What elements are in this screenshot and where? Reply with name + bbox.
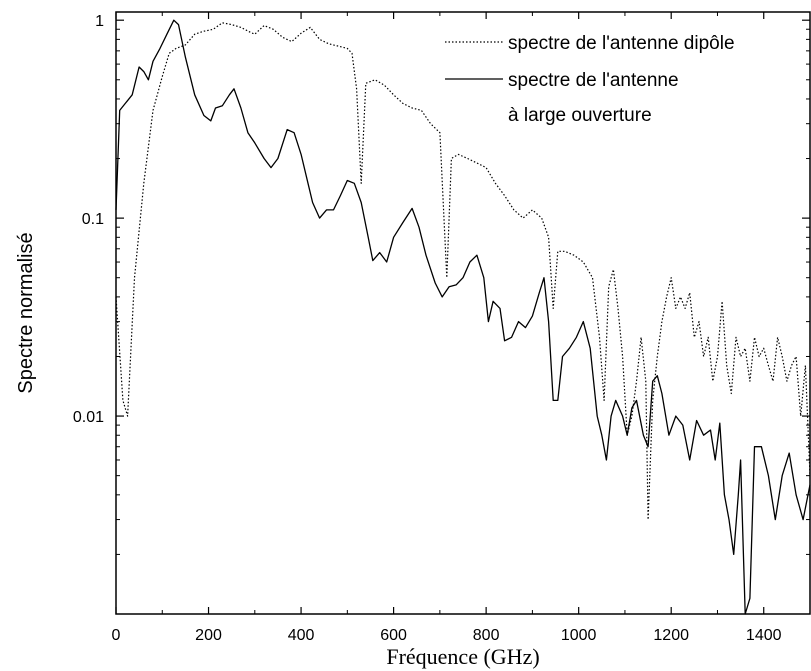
plot-frame [115,11,811,615]
y-tick-label: 1 [95,13,104,30]
legend-label-dipole: spectre de l'antenne dipôle [508,33,735,54]
y-axis-ticks: 1 0.1 0.01 [73,13,810,555]
y-axis-title: Spectre normalisé [15,232,37,393]
x-tick-label: 1200 [653,627,689,644]
x-tick-label: 1400 [746,627,782,644]
y-tick-label: 0.01 [73,409,104,426]
x-axis-ticks: 0 200 400 600 800 1000 1200 1400 [112,12,782,644]
x-tick-label: 1000 [561,627,597,644]
x-tick-label: 600 [380,627,407,644]
legend: spectre de l'antenne dipôle spectre de l… [445,33,735,126]
x-axis-title: Fréquence (GHz) [386,644,539,669]
x-tick-label: 400 [288,627,315,644]
y-tick-label: 0.1 [82,211,104,228]
x-tick-label: 200 [195,627,222,644]
plot-border [115,11,811,615]
series-line-dipole [115,22,811,521]
legend-label-wide-aperture-line2: à large ouverture [508,105,652,126]
series-layer [115,19,811,615]
series-line-wide-aperture [115,19,811,615]
x-tick-label: 800 [473,627,500,644]
legend-label-wide-aperture: spectre de l'antenne [508,70,679,91]
x-tick-label: 0 [112,627,121,644]
